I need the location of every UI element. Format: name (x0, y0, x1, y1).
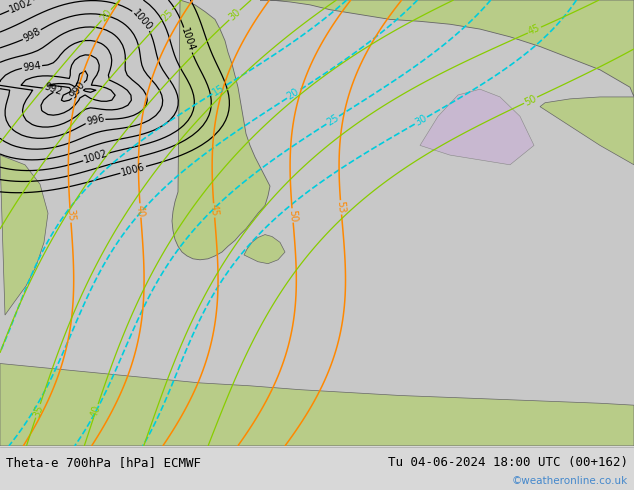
Text: 1004: 1004 (179, 27, 197, 53)
Text: ©weatheronline.co.uk: ©weatheronline.co.uk (512, 476, 628, 487)
Text: 15: 15 (210, 82, 226, 98)
Text: 40: 40 (135, 204, 146, 217)
Text: 40: 40 (89, 403, 103, 418)
Text: 1002: 1002 (82, 148, 109, 165)
Text: 1002: 1002 (8, 0, 35, 15)
Text: 50: 50 (523, 93, 538, 107)
Text: 45: 45 (527, 23, 542, 37)
Polygon shape (260, 0, 634, 97)
Text: 30: 30 (226, 7, 242, 23)
Text: 20: 20 (285, 87, 301, 102)
Text: 1006: 1006 (120, 162, 146, 178)
Text: 25: 25 (159, 7, 175, 23)
Polygon shape (0, 155, 48, 315)
Text: 994: 994 (22, 60, 42, 73)
Text: 998: 998 (22, 26, 42, 44)
Polygon shape (0, 364, 634, 446)
Text: 20: 20 (98, 7, 114, 23)
Text: 25: 25 (325, 113, 340, 128)
Polygon shape (540, 97, 634, 165)
Text: 50: 50 (287, 209, 298, 222)
Text: Tu 04-06-2024 18:00 UTC (00+162): Tu 04-06-2024 18:00 UTC (00+162) (387, 456, 628, 469)
Text: 35: 35 (65, 209, 76, 222)
Text: 45: 45 (209, 204, 219, 217)
Text: 35: 35 (31, 403, 44, 418)
Polygon shape (172, 0, 270, 260)
Text: 990: 990 (68, 80, 87, 100)
Text: 53: 53 (335, 201, 346, 214)
Polygon shape (244, 235, 285, 264)
Text: 1000: 1000 (131, 7, 154, 32)
Polygon shape (420, 89, 534, 165)
Text: 992: 992 (43, 82, 63, 97)
Text: 996: 996 (85, 113, 105, 127)
Text: Theta-e 700hPa [hPa] ECMWF: Theta-e 700hPa [hPa] ECMWF (6, 456, 202, 469)
Text: 30: 30 (413, 113, 429, 128)
